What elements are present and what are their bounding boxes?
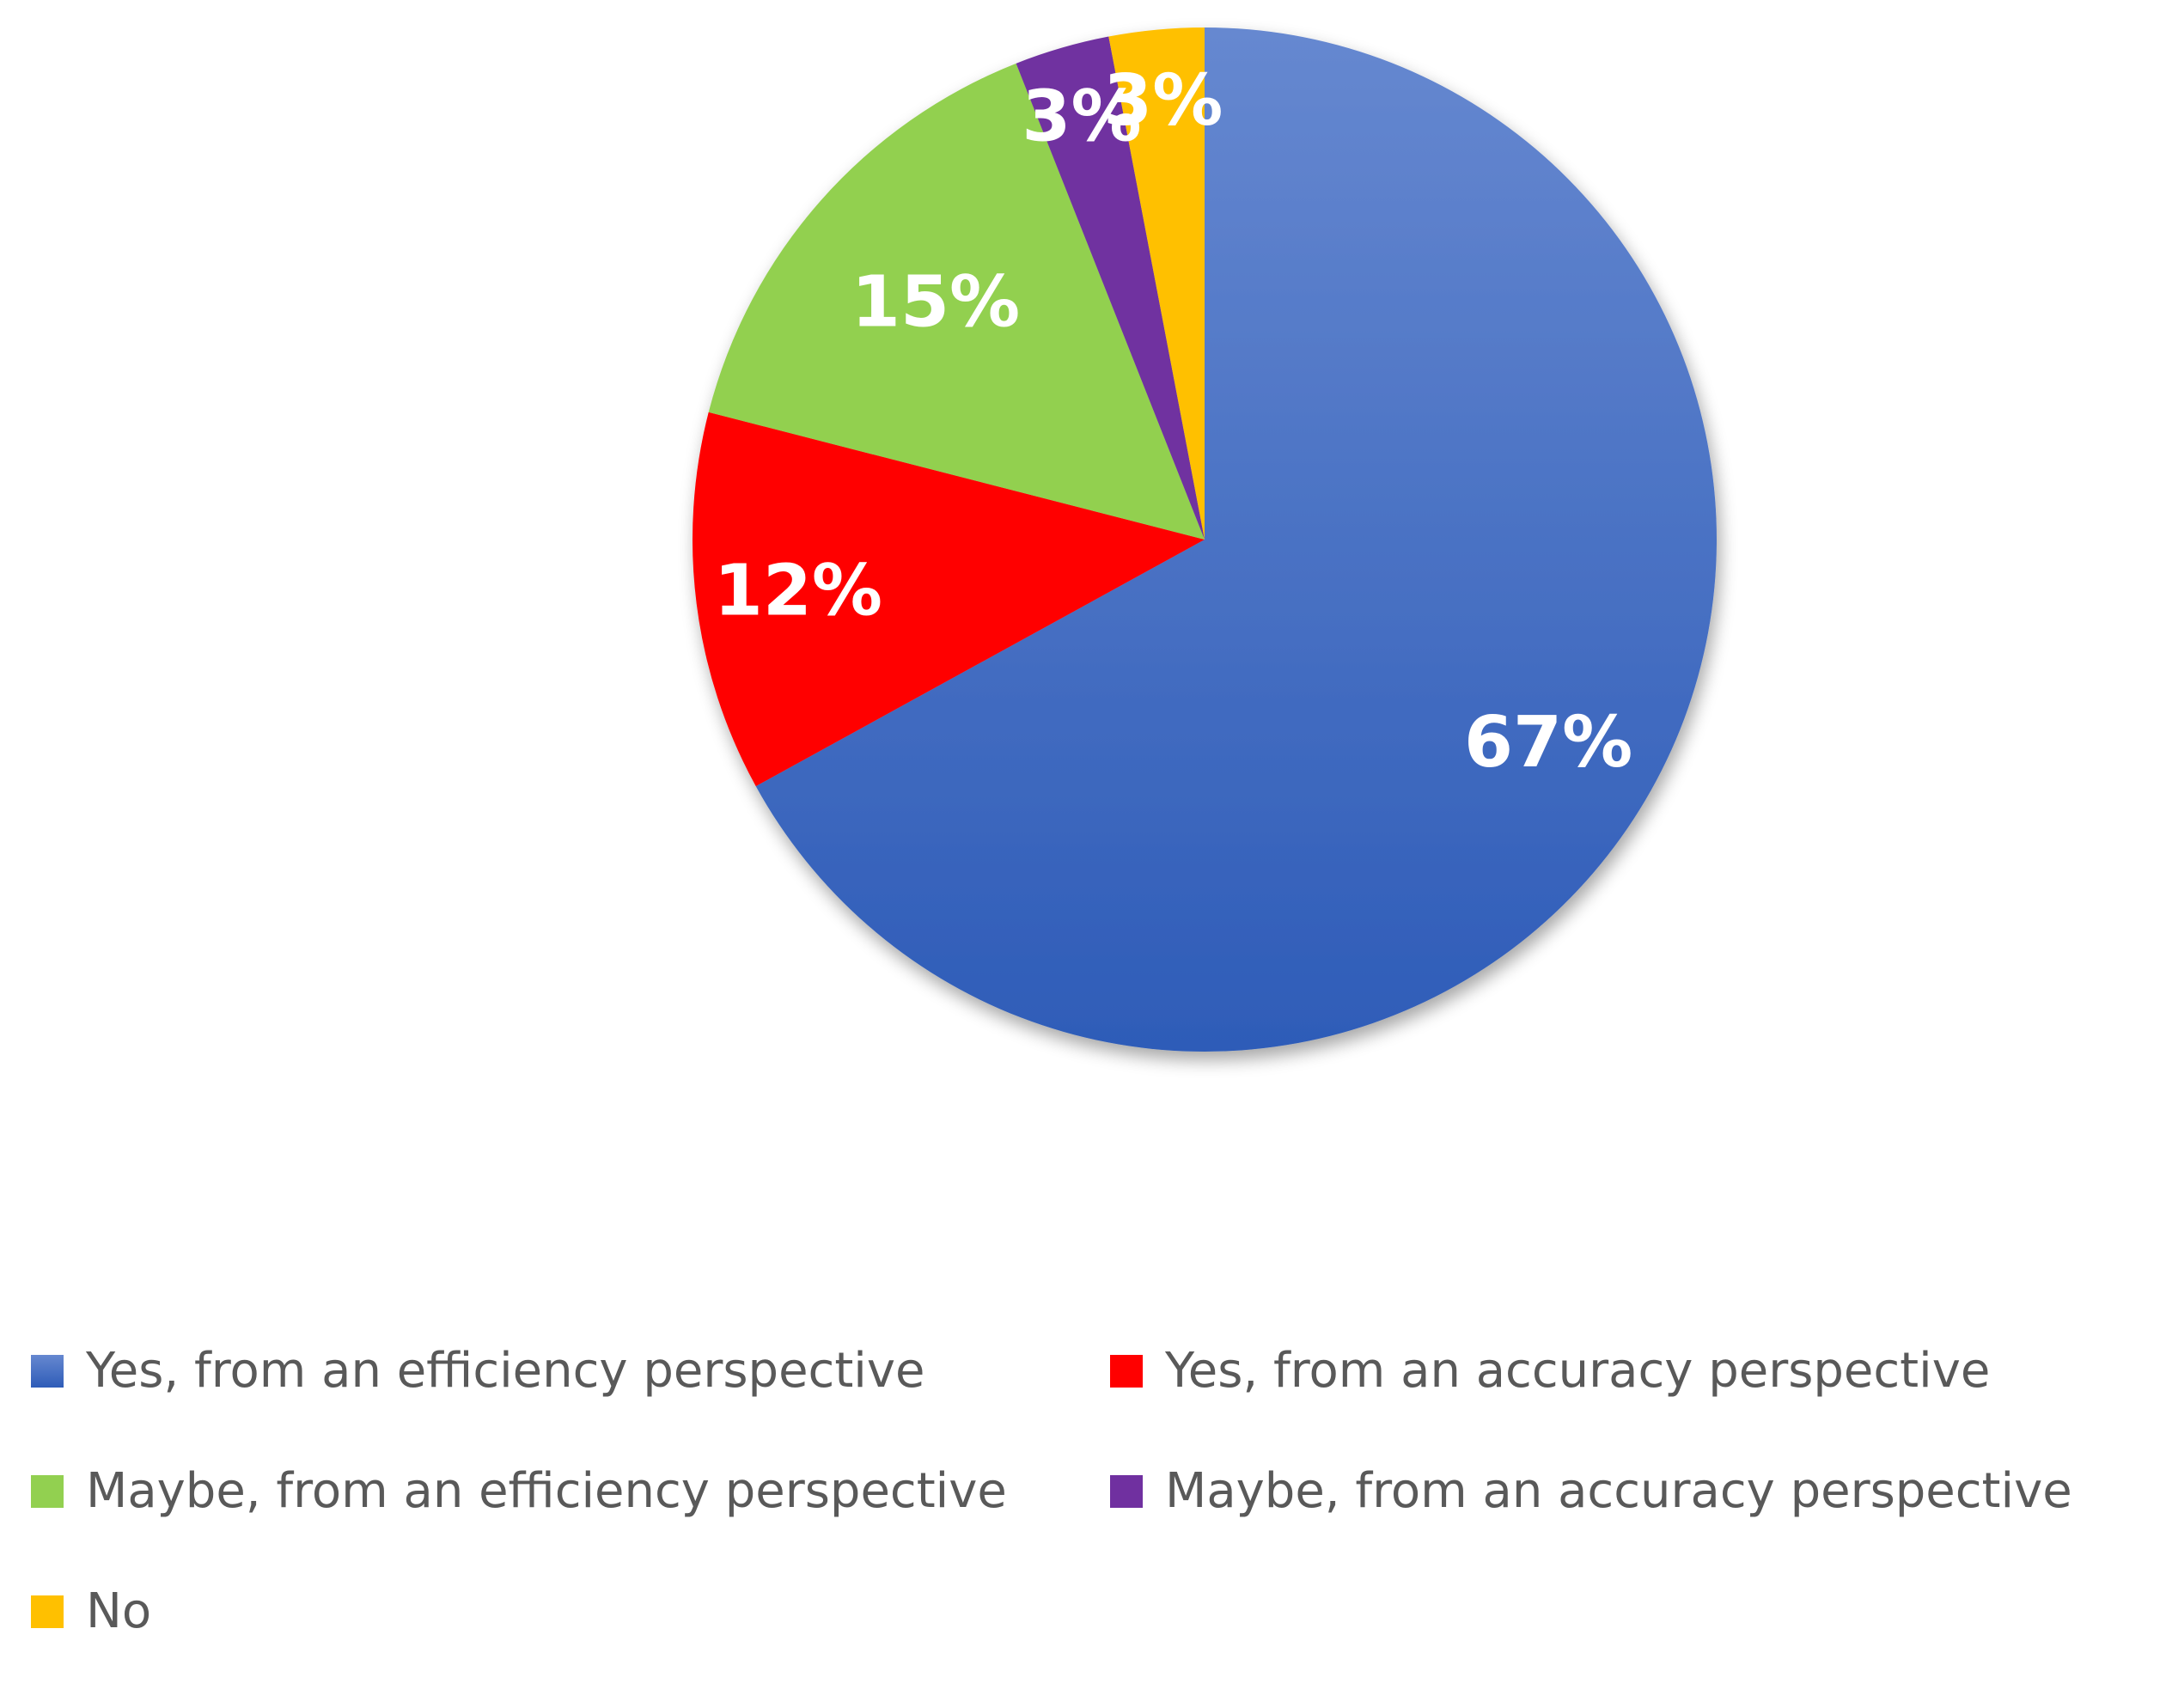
legend-swatch — [31, 1475, 64, 1508]
legend-label: Yes, from an accuracy perspective — [1165, 1343, 1991, 1399]
legend-swatch — [31, 1595, 64, 1628]
legend-label: Maybe, from an efficiency perspective — [86, 1463, 1007, 1519]
legend-item-maybe-accuracy: Maybe, from an accuracy perspective — [1110, 1467, 2072, 1516]
legend-label: No — [86, 1583, 152, 1639]
legend-swatch — [1110, 1355, 1143, 1388]
data-label-yes-accuracy: 12% — [714, 550, 882, 631]
pie-slice-yes-efficiency — [755, 27, 1717, 1052]
legend-item-yes-accuracy: Yes, from an accuracy perspective — [1110, 1347, 1990, 1395]
data-label-maybe-accuracy: 3% — [1022, 76, 1141, 157]
data-label-no: 3% — [1103, 60, 1223, 142]
legend-swatch — [31, 1355, 64, 1388]
legend-label: Yes, from an efficiency perspective — [86, 1343, 925, 1399]
data-label-yes-efficiency: 67% — [1464, 702, 1632, 784]
pie-slice-maybe-efficiency — [708, 63, 1205, 540]
legend-label: Maybe, from an accuracy perspective — [1165, 1463, 2072, 1519]
pie-data-labels: 67% 12% 15% 3%3% — [714, 60, 1632, 784]
legend-item-maybe-efficiency: Maybe, from an efficiency perspective — [31, 1467, 1007, 1516]
legend-swatch — [1110, 1475, 1143, 1508]
pie-slice-maybe-accuracy — [1016, 36, 1205, 540]
legend-item-yes-efficiency: Yes, from an efficiency perspective — [31, 1347, 924, 1395]
pie-slices — [693, 27, 1717, 1052]
data-label-maybe-efficiency: 15% — [851, 262, 1020, 344]
pie-slice-no — [1108, 27, 1205, 540]
pie-slice-yes-accuracy — [693, 412, 1205, 787]
legend-item-no: No — [31, 1588, 151, 1636]
